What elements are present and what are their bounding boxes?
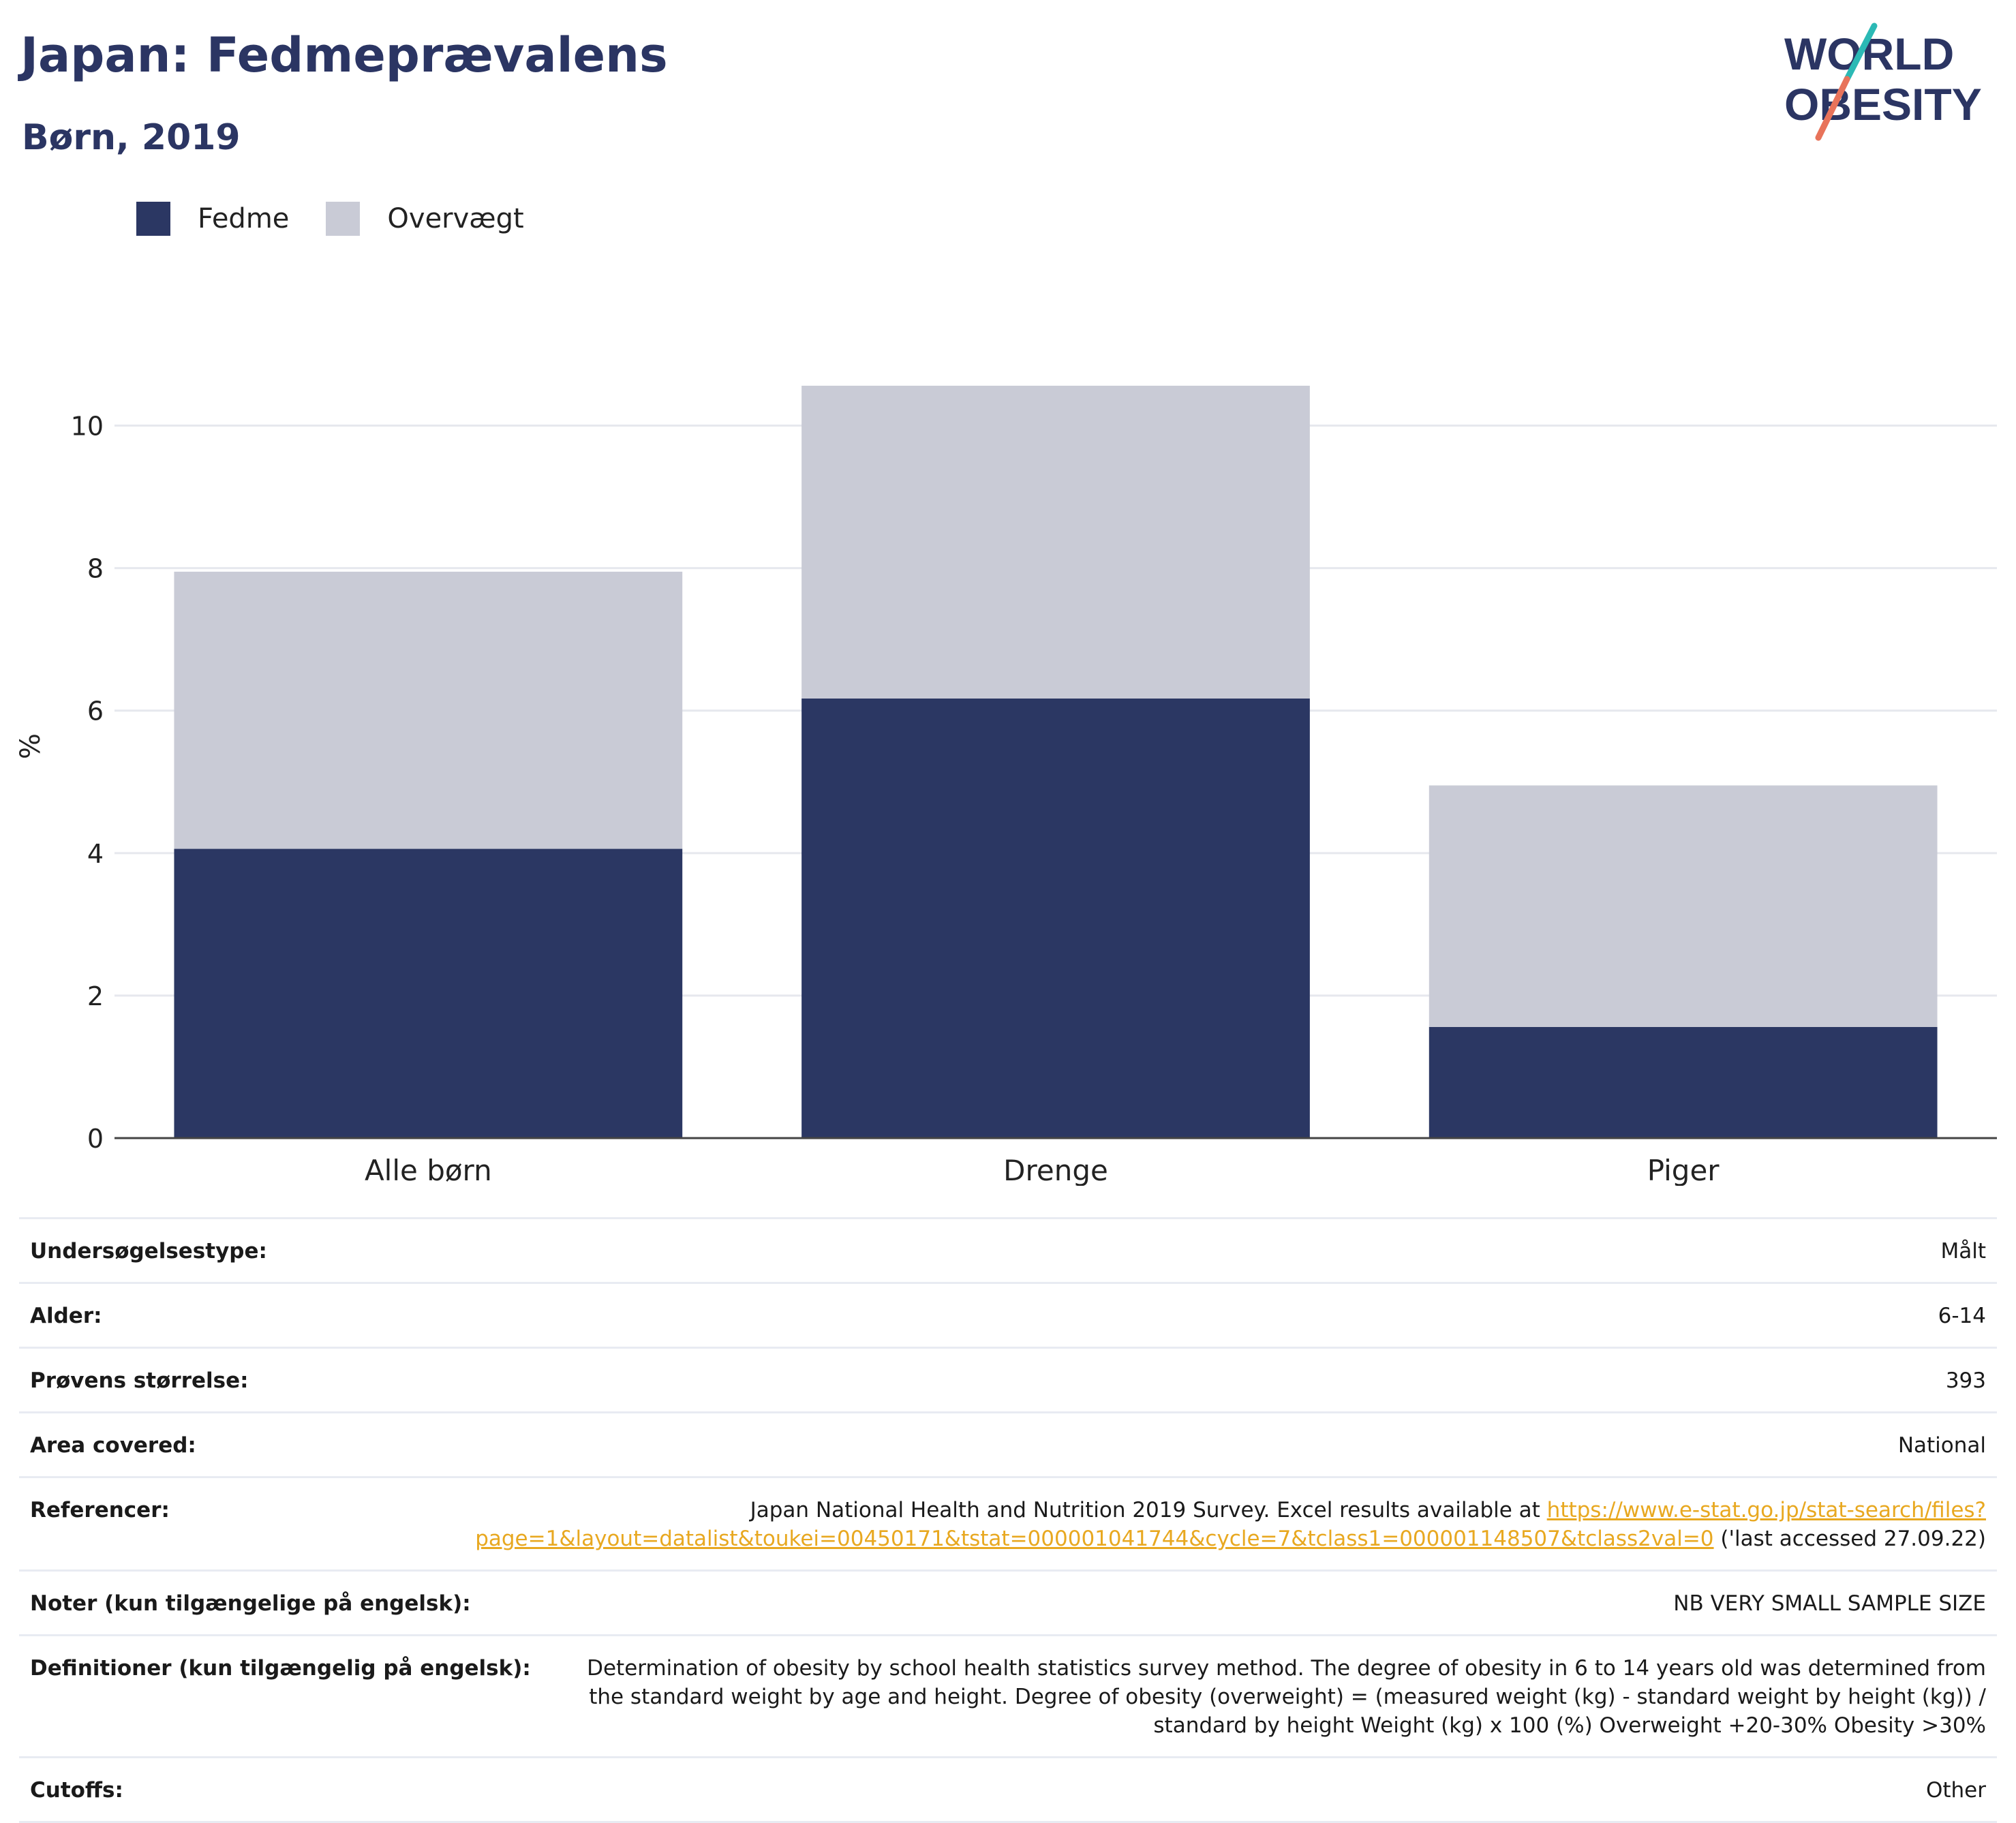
world-obesity-logo: WORLD OBESITY xyxy=(1784,22,1982,141)
chart-legend: Fedme Overvægt xyxy=(136,202,561,236)
info-row-cutoffs: Cutoffs: Other xyxy=(19,1756,1997,1823)
bar-chart: % 0 2 4 6 8 10 Alle børn Drenge Piger xyxy=(15,386,1997,1186)
logo-slash-teal xyxy=(1844,22,1878,82)
info-row-notes: Noter (kun tilgængelige på engelsk): NB … xyxy=(19,1569,1997,1634)
info-table: Undersøgelsestype: Målt Alder: 6-14 Prøv… xyxy=(19,1217,1997,1823)
reference-accessed: ('last accessed 27.09.22) xyxy=(1713,1527,1986,1551)
x-tick-label: Drenge xyxy=(1003,1154,1108,1186)
bar-fedme xyxy=(174,848,683,1138)
info-row-survey-type: Undersøgelsestype: Målt xyxy=(19,1217,1997,1282)
legend-label-fedme: Fedme xyxy=(198,203,290,234)
x-tick-label: Piger xyxy=(1647,1154,1720,1186)
info-row-sample-size: Prøvens størrelse: 393 xyxy=(19,1347,1997,1411)
logo-line2: OBESITY xyxy=(1784,79,1982,129)
page-title: Japan: Fedmeprævalens xyxy=(20,27,668,83)
info-value: Målt xyxy=(1940,1239,1986,1263)
info-label: Definitioner (kun tilgængelig på engelsk… xyxy=(30,1656,531,1681)
y-tick-label: 10 xyxy=(71,412,104,442)
info-value: National xyxy=(1897,1433,1986,1458)
bar-fedme xyxy=(801,698,1310,1138)
legend-item-overvaegt: Overvægt xyxy=(326,202,524,236)
y-axis-title: % xyxy=(15,733,46,759)
info-row-age: Alder: 6-14 xyxy=(19,1282,1997,1347)
info-value: NB VERY SMALL SAMPLE SIZE xyxy=(1673,1591,1986,1616)
y-tick-label: 0 xyxy=(87,1124,104,1154)
info-value: Determination of obesity by school healt… xyxy=(587,1656,1986,1738)
y-tick-label: 8 xyxy=(87,554,104,584)
bar-overv-gt xyxy=(174,571,683,849)
legend-swatch-fedme xyxy=(136,202,170,236)
logo-slash-coral xyxy=(1815,76,1850,141)
y-tick-label: 6 xyxy=(87,696,104,726)
info-value: 393 xyxy=(1945,1368,1986,1393)
info-value-references: Japan National Health and Nutrition 2019… xyxy=(211,1496,1986,1553)
info-label: Undersøgelsestype: xyxy=(30,1239,267,1263)
page-subtitle: Børn, 2019 xyxy=(22,117,241,158)
bar-fedme xyxy=(1429,1026,1938,1138)
y-tick-label: 4 xyxy=(87,839,104,869)
info-label: Area covered: xyxy=(30,1433,196,1458)
info-label: Alder: xyxy=(30,1304,102,1328)
legend-label-overvaegt: Overvægt xyxy=(387,203,524,234)
info-label: Cutoffs: xyxy=(30,1778,123,1803)
legend-item-fedme: Fedme xyxy=(136,202,289,236)
x-tick-label: Alle børn xyxy=(365,1154,492,1186)
info-row-definitions: Definitioner (kun tilgængelig på engelsk… xyxy=(19,1634,1997,1756)
info-label: Prøvens størrelse: xyxy=(30,1368,249,1393)
bar-overv-gt xyxy=(801,386,1310,699)
bar-overv-gt xyxy=(1429,785,1938,1027)
info-label: Referencer: xyxy=(30,1498,170,1522)
info-label: Noter (kun tilgængelige på engelsk): xyxy=(30,1591,471,1616)
legend-swatch-overvaegt xyxy=(326,202,361,236)
reference-link[interactable]: https://www.e-stat.go.jp/stat-search/fil… xyxy=(475,1498,1986,1551)
info-value: 6-14 xyxy=(1938,1304,1986,1328)
reference-text: Japan National Health and Nutrition 2019… xyxy=(750,1498,1547,1522)
info-value: Other xyxy=(1925,1778,1986,1803)
info-row-references: Referencer: Japan National Health and Nu… xyxy=(19,1476,1997,1569)
y-tick-label: 2 xyxy=(87,981,104,1011)
info-row-area-covered: Area covered: National xyxy=(19,1411,1997,1476)
